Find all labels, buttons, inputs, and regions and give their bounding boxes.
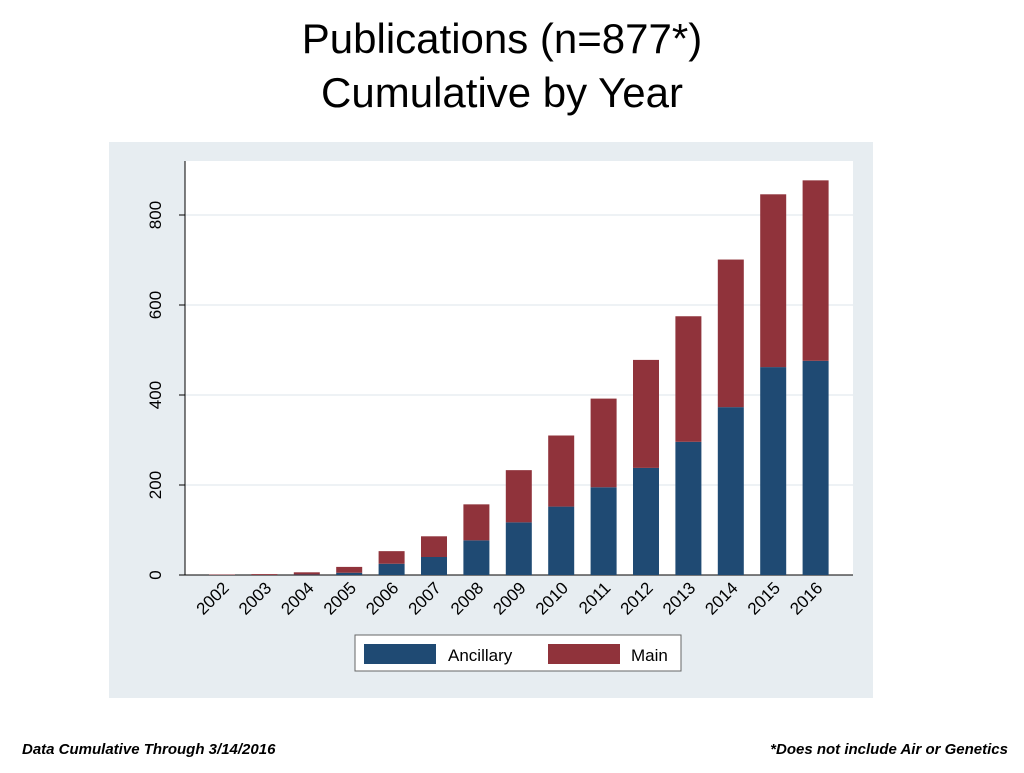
legend-label-ancillary: Ancillary [448, 646, 513, 665]
bar-ancillary-2007 [421, 557, 447, 575]
bar-main-2014 [718, 260, 744, 408]
bar-main-2008 [463, 504, 489, 540]
bar-main-2010 [548, 436, 574, 507]
bar-ancillary-2010 [548, 507, 574, 575]
bar-main-2006 [379, 551, 405, 564]
legend-swatch-ancillary [364, 644, 436, 664]
bar-main-2012 [633, 360, 659, 468]
bar-main-2013 [675, 316, 701, 442]
bar-ancillary-2008 [463, 540, 489, 575]
y-tick-label: 600 [146, 291, 165, 319]
bar-ancillary-2006 [379, 564, 405, 575]
y-tick-label: 800 [146, 201, 165, 229]
bar-ancillary-2011 [591, 487, 617, 575]
bar-main-2003 [251, 574, 277, 575]
bar-main-2004 [294, 572, 320, 574]
bar-main-2009 [506, 470, 532, 522]
bar-main-2011 [591, 399, 617, 488]
footer-note-right: *Does not include Air or Genetics [770, 741, 1008, 758]
bar-main-2015 [760, 194, 786, 367]
bar-ancillary-2014 [718, 407, 744, 575]
legend-label-main: Main [631, 646, 668, 665]
bar-ancillary-2012 [633, 468, 659, 575]
bar-ancillary-2009 [506, 522, 532, 575]
bar-main-2016 [803, 180, 829, 360]
y-tick-label: 400 [146, 381, 165, 409]
bar-ancillary-2013 [675, 442, 701, 575]
footer-note-left: Data Cumulative Through 3/14/2016 [22, 741, 275, 758]
legend-swatch-main [548, 644, 620, 664]
bar-main-2005 [336, 567, 362, 573]
y-tick-label: 200 [146, 471, 165, 499]
bar-ancillary-2005 [336, 573, 362, 575]
y-tick-label: 0 [146, 570, 165, 579]
bar-ancillary-2015 [760, 367, 786, 575]
bar-ancillary-2016 [803, 361, 829, 575]
bar-main-2007 [421, 536, 447, 557]
